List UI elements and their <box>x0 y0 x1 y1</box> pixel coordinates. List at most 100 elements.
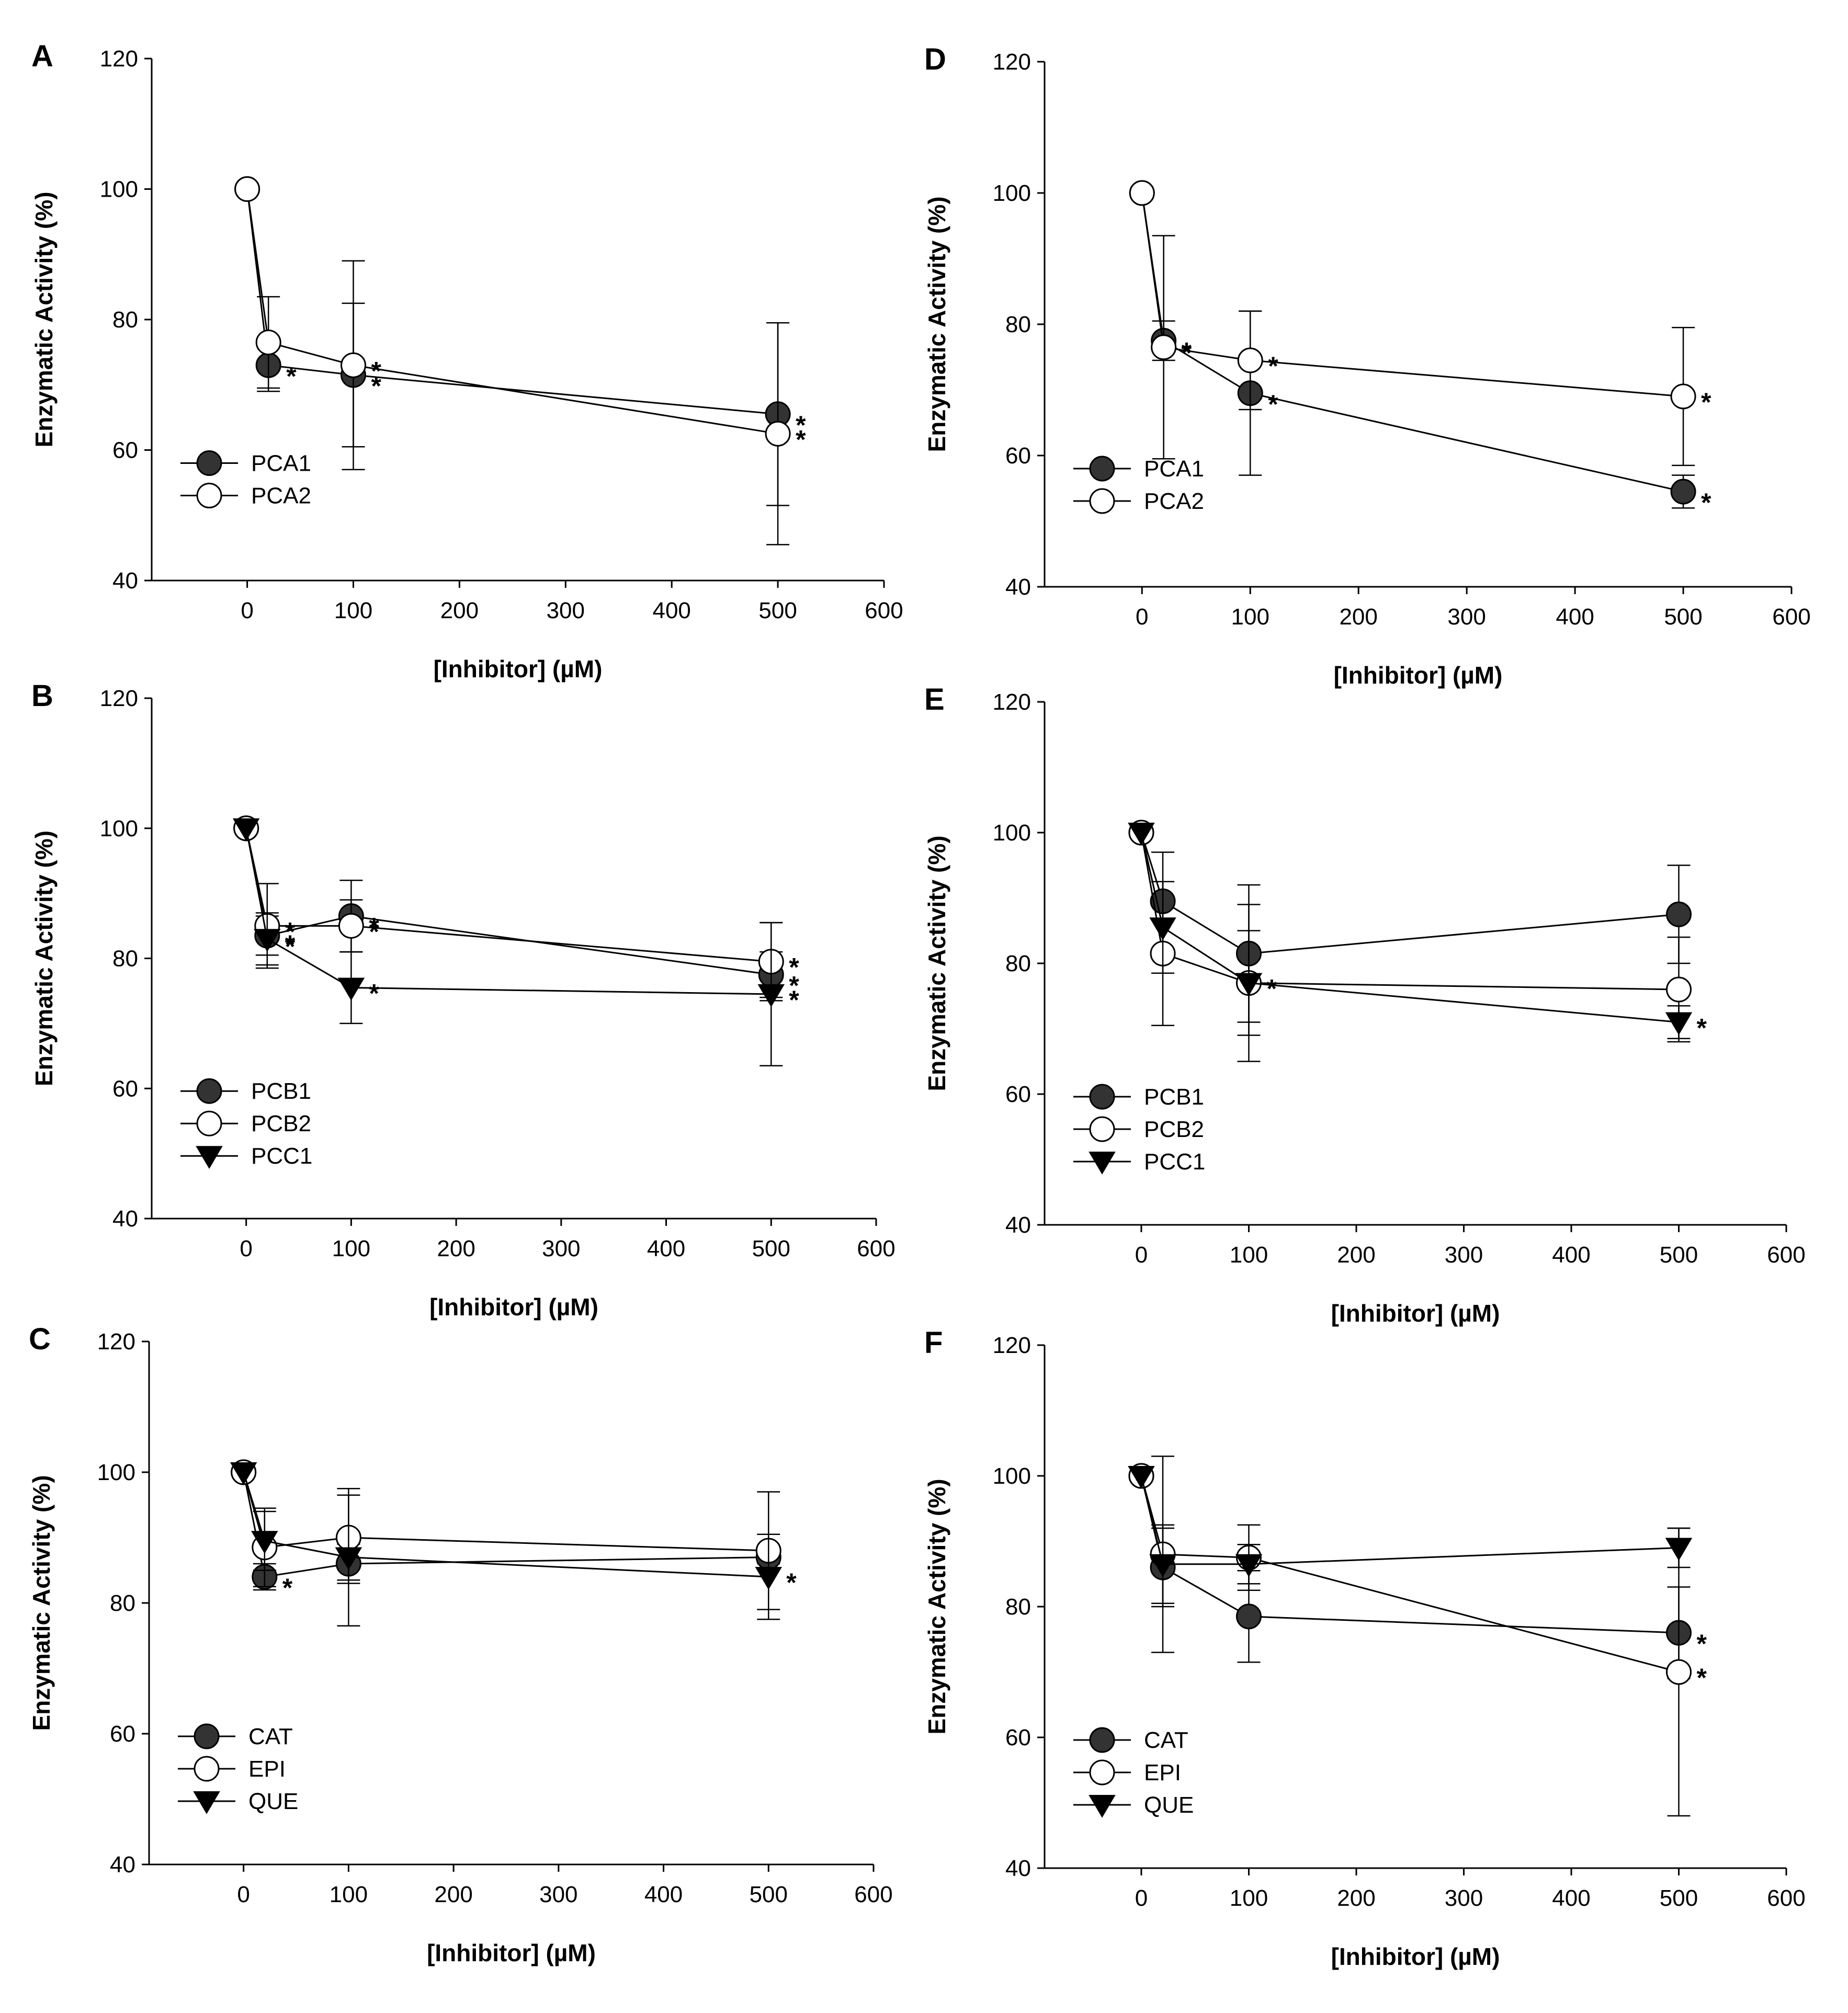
legend-label: QUE <box>1144 1792 1194 1818</box>
x-tick-label: 400 <box>1552 1242 1590 1268</box>
y-tick-label: 80 <box>112 946 138 972</box>
panel-label: D <box>924 42 946 76</box>
significance-mark: * <box>1266 974 1277 1004</box>
legend-marker <box>196 1110 222 1136</box>
significance-mark: * <box>371 371 382 401</box>
x-tick-label: 100 <box>330 1882 368 1907</box>
legend-label: PCA2 <box>1144 488 1204 514</box>
data-point <box>765 420 791 447</box>
y-tick-label: 60 <box>112 438 138 463</box>
series-que <box>1128 1466 1693 1604</box>
data-point <box>1665 1012 1693 1036</box>
series-line <box>245 828 772 976</box>
series-line <box>243 1472 769 1578</box>
y-tick-label: 120 <box>100 46 138 72</box>
panel-label: B <box>31 679 53 713</box>
y-tick-label: 100 <box>100 177 138 202</box>
y-tick-label: 120 <box>993 1333 1031 1358</box>
legend-label: PCA2 <box>251 483 311 508</box>
legend-marker <box>1089 1795 1116 1818</box>
y-tick-label: 120 <box>993 689 1031 715</box>
legend-marker <box>1089 456 1115 482</box>
x-tick-label: 600 <box>1767 1885 1805 1911</box>
series-line <box>1140 832 1679 1023</box>
significance-mark: * <box>369 979 379 1008</box>
data-point <box>1128 823 1155 846</box>
data-point <box>1670 383 1696 410</box>
x-tick-label: 300 <box>542 1236 580 1261</box>
data-point <box>251 1531 278 1554</box>
x-axis-title: [Inhibitor] (µM) <box>429 1293 598 1321</box>
legend-marker <box>194 1723 220 1749</box>
legend-label: CAT <box>1144 1727 1188 1753</box>
significance-mark: * <box>371 356 382 385</box>
panel-e: 40 60 80 100 120 0 100 200 300 400 500 600 [Inhibito… <box>923 683 1806 1327</box>
legend-label: EPI <box>1144 1760 1181 1785</box>
legend: PCB1 PCB2 PCC1 <box>1073 1084 1205 1175</box>
significance-mark: * <box>789 985 799 1015</box>
data-point <box>1129 180 1155 206</box>
y-tick-label: 40 <box>110 1852 135 1878</box>
y-tick-label: 120 <box>993 49 1031 75</box>
x-axis-title: [Inhibitor] (µM) <box>427 1939 596 1966</box>
legend-marker <box>194 1756 220 1782</box>
y-tick-label: 100 <box>993 180 1031 206</box>
data-point <box>232 818 260 841</box>
series-line <box>245 828 772 963</box>
legend-marker <box>1089 1084 1115 1110</box>
significance-mark: * <box>796 411 806 440</box>
y-tick-label: 80 <box>112 307 138 333</box>
legend-marker <box>1089 1759 1115 1785</box>
significance-mark: * <box>1268 351 1278 381</box>
legend-marker <box>196 482 222 508</box>
legend-label: PCB1 <box>1144 1084 1204 1110</box>
x-tick-label: 500 <box>750 1882 788 1907</box>
data-point <box>1670 479 1696 505</box>
x-tick-label: 600 <box>1772 604 1810 630</box>
panel-d: 40 60 80 100 120 0 100 200 300 400 500 600 [Inhibito… <box>923 42 1811 689</box>
series-line <box>1140 1475 1679 1634</box>
significance-mark: * <box>282 1573 293 1602</box>
y-tick-label: 80 <box>1005 951 1031 976</box>
significance-mark: * <box>286 361 297 391</box>
x-axis-title: [Inhibitor] (µM) <box>434 655 603 683</box>
panel-label: C <box>29 1322 51 1356</box>
x-tick-label: 600 <box>865 598 903 623</box>
y-tick-label: 120 <box>100 686 138 711</box>
legend-label: PCB1 <box>251 1078 311 1104</box>
x-tick-label: 400 <box>652 598 690 623</box>
data-point <box>1237 347 1263 373</box>
x-tick-label: 200 <box>434 1882 472 1907</box>
significance-mark: * <box>1182 338 1192 368</box>
y-tick-label: 80 <box>110 1590 135 1616</box>
y-tick-label: 40 <box>1005 1856 1031 1881</box>
data-point <box>341 352 367 378</box>
legend-label: PCC1 <box>1144 1149 1205 1175</box>
significance-mark: * <box>1268 390 1278 419</box>
x-tick-label: 500 <box>758 598 797 623</box>
data-point <box>1665 901 1692 927</box>
data-point <box>1235 1554 1263 1577</box>
y-tick-label: 60 <box>1005 1725 1031 1750</box>
y-tick-label: 60 <box>1005 443 1031 469</box>
legend-label: EPI <box>248 1756 286 1782</box>
series-cat: * <box>1128 1463 1707 1679</box>
panel-label: F <box>924 1326 943 1360</box>
significance-mark: * <box>1696 1014 1707 1043</box>
significance-mark: * <box>789 971 799 1000</box>
x-tick-label: 600 <box>1767 1242 1805 1268</box>
data-point <box>1665 1659 1692 1685</box>
data-point <box>1149 917 1176 941</box>
legend: PCA1 PCA2 <box>180 450 311 508</box>
legend-label: CAT <box>248 1724 293 1749</box>
data-point <box>337 977 365 1001</box>
y-tick-label: 100 <box>100 816 138 841</box>
y-axis-title: Enzymatic Activity (%) <box>923 196 950 452</box>
x-tick-label: 200 <box>440 598 479 623</box>
series-pcb2: * ** <box>233 815 799 1002</box>
series-epi <box>231 1459 781 1610</box>
x-tick-label: 600 <box>857 1236 895 1261</box>
y-tick-label: 100 <box>993 1463 1031 1489</box>
significance-mark: * <box>369 917 379 946</box>
